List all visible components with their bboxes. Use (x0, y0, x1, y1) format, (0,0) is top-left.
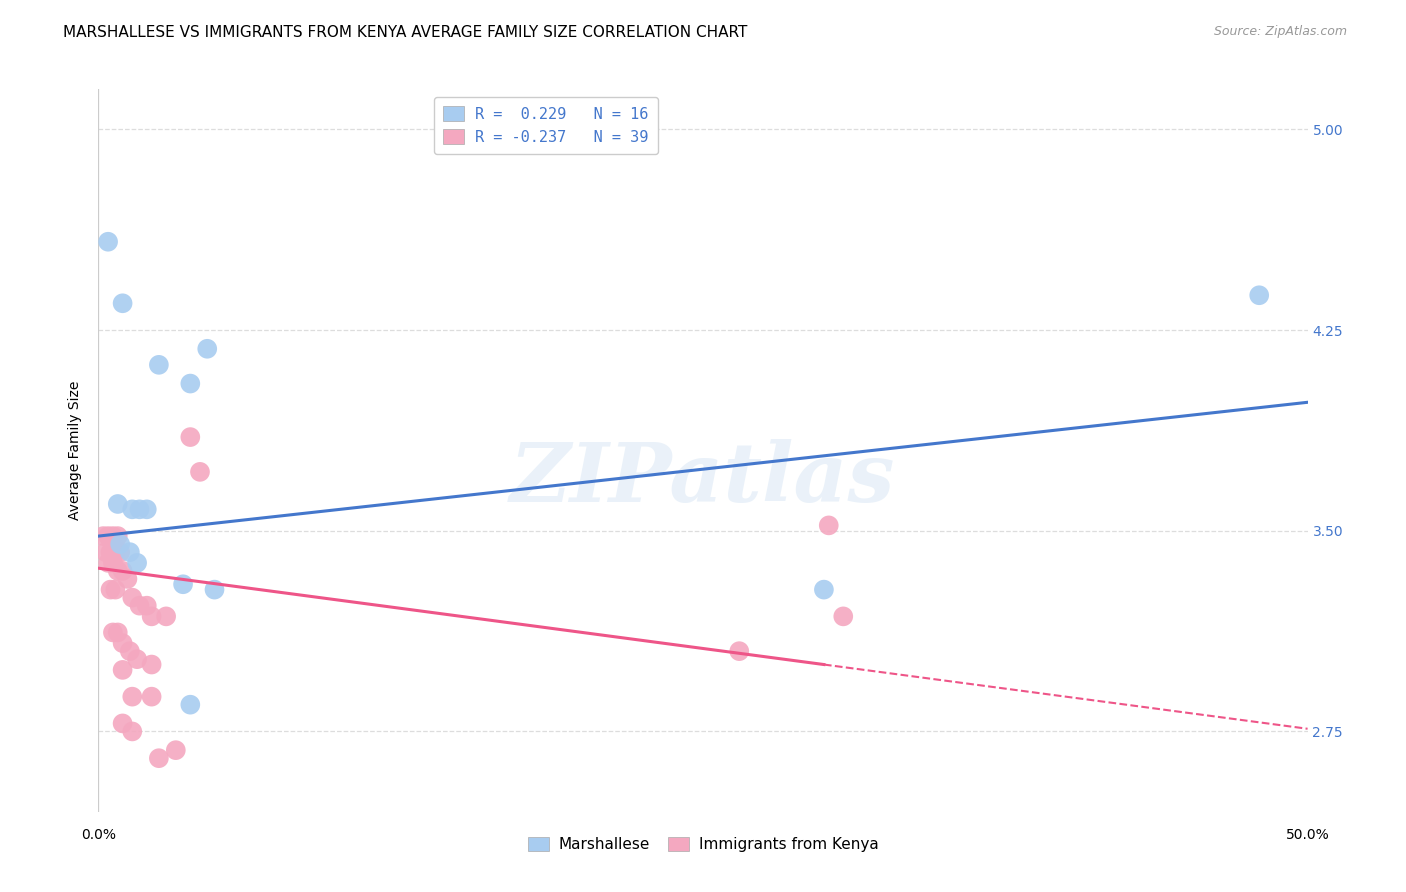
Point (104, 582, 127, 597)
Point (97, 529, 120, 543)
Point (107, 529, 129, 543)
Point (1249, 288, 1271, 302)
Point (104, 545, 127, 559)
Point (179, 430, 201, 444)
Point (127, 556, 149, 570)
Point (179, 376, 201, 391)
Point (111, 296, 134, 310)
Point (111, 716, 134, 731)
Point (165, 743, 187, 757)
Text: MARSHALLESE VS IMMIGRANTS FROM KENYA AVERAGE FAMILY SIZE CORRELATION CHART: MARSHALLESE VS IMMIGRANTS FROM KENYA AVE… (63, 25, 748, 40)
Point (91, 529, 114, 543)
Point (100, 582, 122, 597)
Point (100, 545, 122, 559)
Point (97, 556, 120, 570)
Text: Source: ZipAtlas.com: Source: ZipAtlas.com (1213, 25, 1347, 38)
Point (118, 545, 141, 559)
Point (728, 644, 751, 658)
Text: 50.0%: 50.0% (1285, 828, 1330, 842)
Point (127, 652, 149, 666)
Point (121, 502, 143, 516)
Point (148, 358, 170, 372)
Text: ZIPatlas: ZIPatlas (510, 440, 896, 519)
Point (832, 609, 855, 624)
Point (179, 698, 201, 712)
Point (817, 518, 839, 533)
Point (141, 609, 163, 624)
Point (101, 556, 124, 570)
Point (135, 502, 157, 516)
Point (128, 599, 150, 613)
Point (813, 582, 835, 597)
Point (101, 529, 124, 543)
Point (117, 572, 139, 586)
Point (172, 577, 194, 591)
Point (107, 625, 129, 640)
Legend: Marshallese, Immigrants from Kenya: Marshallese, Immigrants from Kenya (522, 830, 884, 858)
Point (108, 537, 131, 551)
Point (148, 751, 170, 765)
Point (108, 545, 131, 559)
Point (128, 502, 150, 516)
Point (97, 235, 120, 249)
Point (141, 657, 163, 672)
Y-axis label: Average Family Size: Average Family Size (69, 381, 83, 520)
Point (94, 545, 117, 559)
Point (111, 663, 134, 677)
Point (111, 564, 134, 578)
Point (107, 497, 129, 511)
Text: 0.0%: 0.0% (82, 828, 115, 842)
Point (111, 636, 134, 650)
Point (107, 564, 129, 578)
Point (118, 644, 141, 658)
Point (141, 690, 163, 704)
Point (101, 625, 124, 640)
Point (135, 599, 157, 613)
Point (121, 724, 143, 739)
Point (195, 342, 218, 356)
Point (121, 591, 143, 605)
Point (188, 465, 211, 479)
Point (155, 609, 177, 624)
Point (121, 690, 143, 704)
Point (204, 582, 226, 597)
